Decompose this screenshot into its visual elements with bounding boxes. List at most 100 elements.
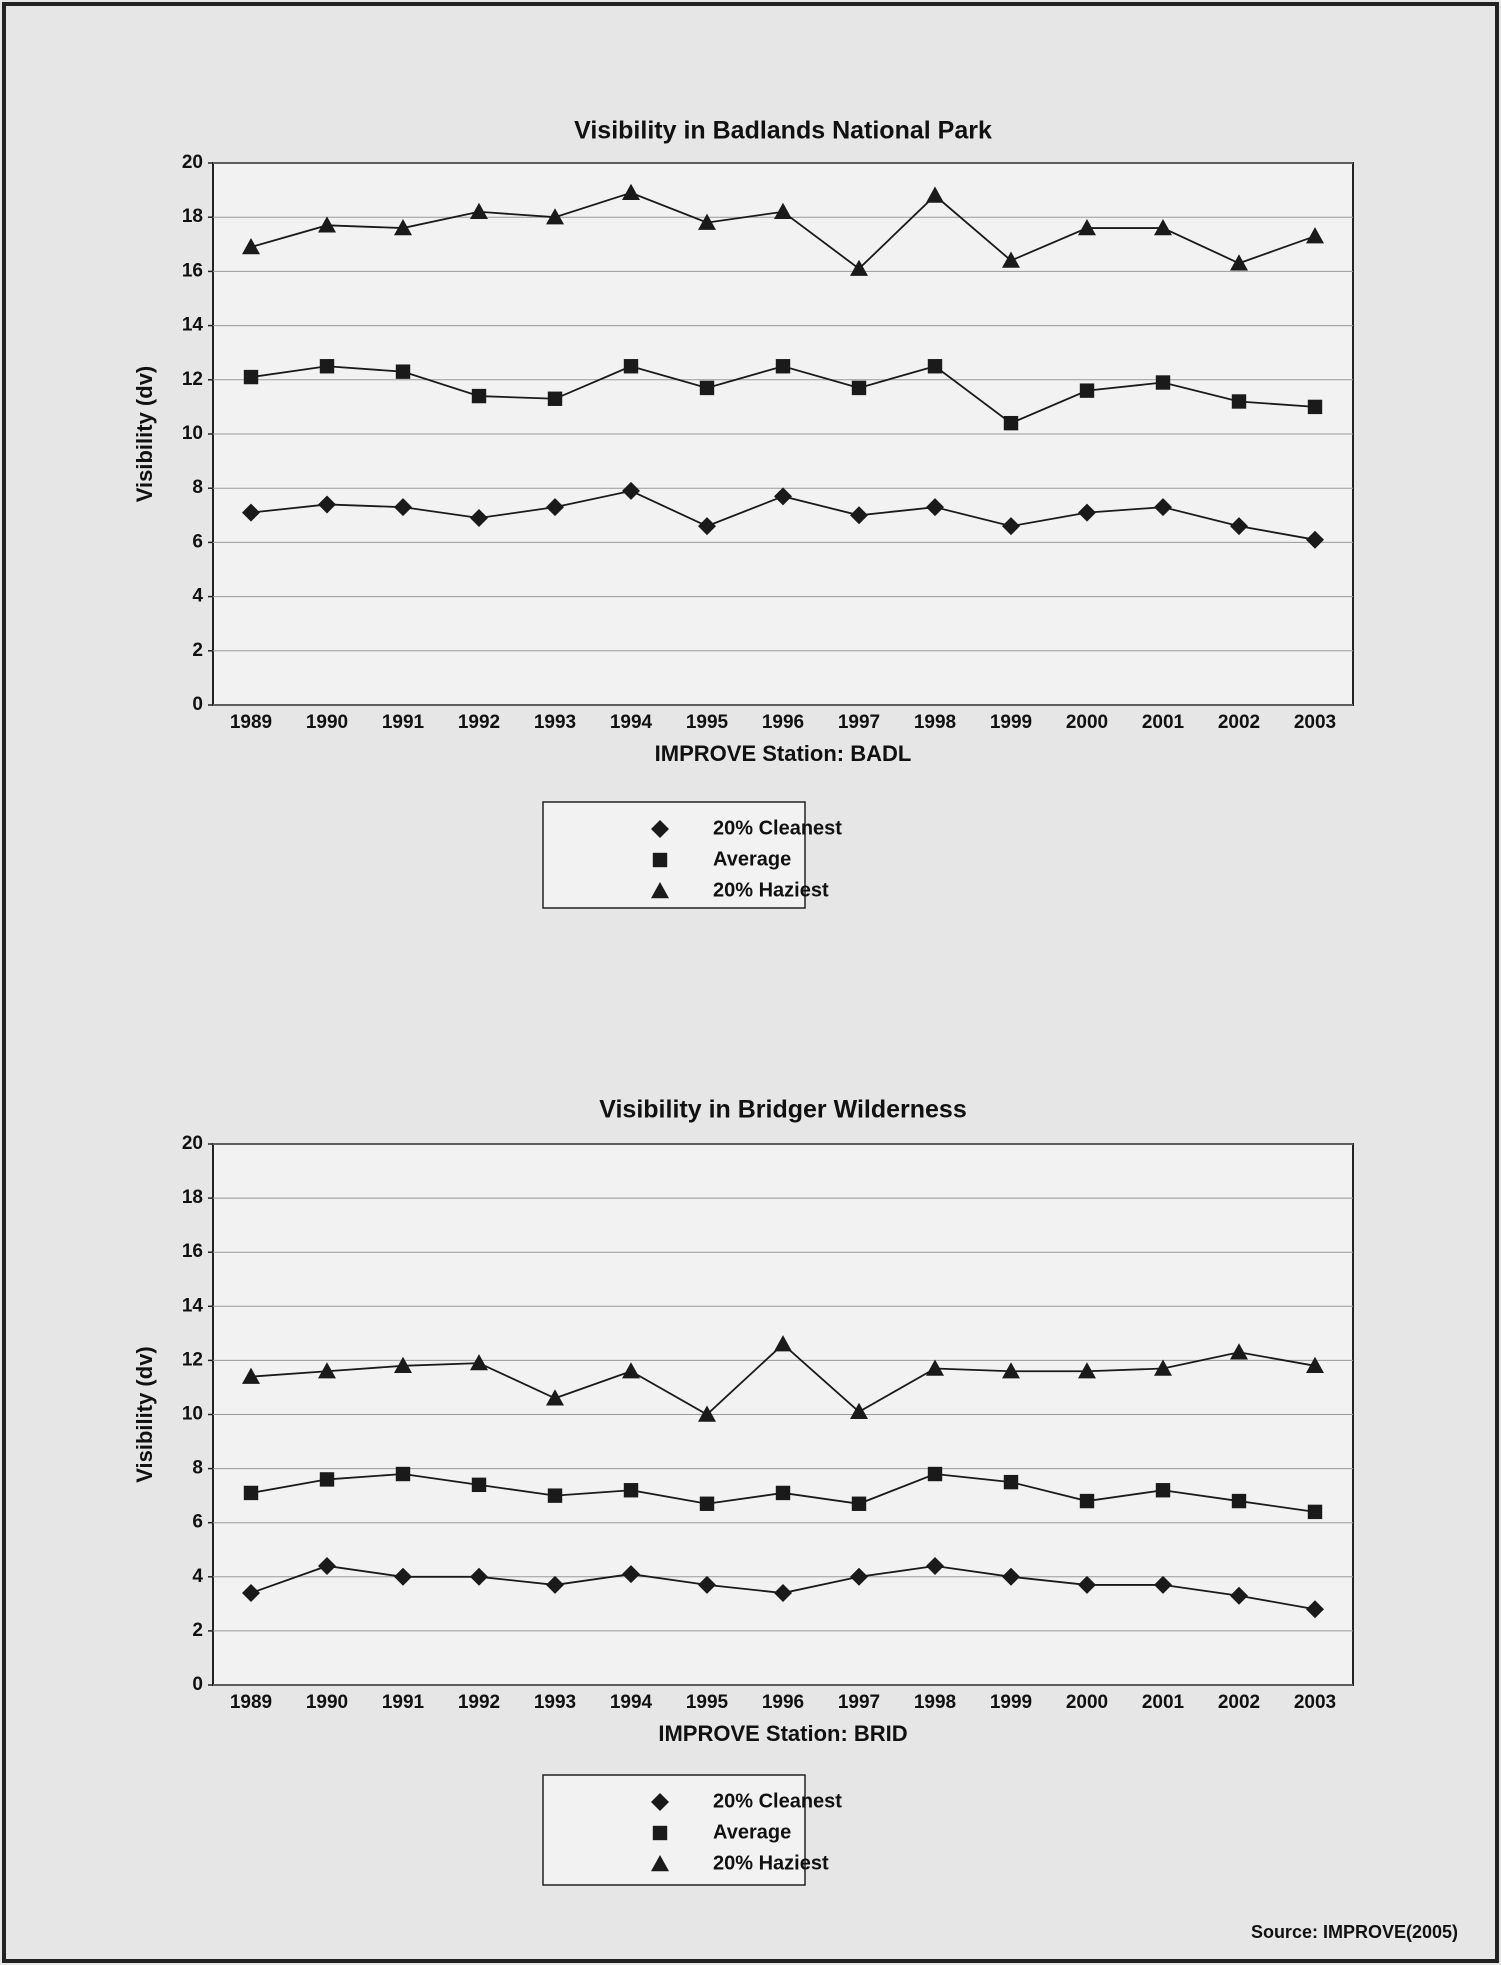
data-point <box>470 1567 488 1586</box>
x-tick-label: 2003 <box>1294 712 1336 733</box>
x-tick-label: 1997 <box>838 712 880 733</box>
data-point <box>622 1565 640 1584</box>
legend-label: 20% Haziest <box>713 879 829 901</box>
data-point <box>318 495 336 514</box>
data-point <box>546 1575 564 1594</box>
y-tick-label: 16 <box>182 1241 203 1262</box>
data-point <box>547 391 563 406</box>
data-point <box>242 1367 260 1384</box>
data-point <box>546 498 564 517</box>
y-tick-label: 6 <box>192 1512 203 1533</box>
data-point <box>774 1335 792 1352</box>
x-axis-label: IMPROVE Station: BRID <box>658 1721 907 1746</box>
data-point <box>1003 1474 1019 1490</box>
x-tick-label: 1993 <box>534 712 576 733</box>
x-tick-label: 1989 <box>230 712 272 733</box>
y-tick-label: 12 <box>182 369 203 390</box>
y-tick-label: 4 <box>192 586 203 607</box>
legend-label: 20% Cleanest <box>713 817 842 839</box>
x-tick-label: 1990 <box>306 712 348 733</box>
legend-marker <box>651 882 669 899</box>
y-tick-label: 10 <box>182 1404 203 1425</box>
data-point <box>394 1356 412 1374</box>
data-point <box>1002 251 1020 268</box>
data-point <box>850 259 868 276</box>
data-point <box>319 359 335 374</box>
legend-marker <box>652 1825 668 1841</box>
x-tick-label: 1991 <box>382 1692 425 1713</box>
data-point <box>1155 1483 1171 1498</box>
y-tick-label: 10 <box>182 423 203 444</box>
x-tick-label: 1994 <box>610 1692 653 1713</box>
y-tick-label: 2 <box>192 640 203 661</box>
y-tick-label: 8 <box>192 477 203 498</box>
data-point <box>1154 1359 1172 1376</box>
x-tick-label: 2003 <box>1294 1692 1336 1713</box>
data-point <box>622 183 640 201</box>
x-tick-label: 1995 <box>686 1692 729 1713</box>
data-point <box>470 509 488 528</box>
data-point <box>1231 394 1247 409</box>
data-point <box>927 359 943 374</box>
data-point <box>698 213 716 230</box>
data-point <box>926 186 944 203</box>
x-tick-label: 1991 <box>382 712 425 733</box>
data-point <box>395 364 411 379</box>
data-point <box>1154 1575 1172 1594</box>
data-point <box>851 1496 867 1511</box>
x-tick-label: 1990 <box>306 1692 348 1713</box>
data-point <box>243 1485 259 1501</box>
x-axis-label: IMPROVE Station: BADL <box>655 741 912 766</box>
data-point <box>698 1405 716 1422</box>
y-tick-label: 12 <box>182 1349 203 1370</box>
data-point <box>242 503 260 522</box>
data-point <box>851 380 867 396</box>
data-point <box>1307 399 1323 415</box>
data-point <box>1231 1493 1247 1509</box>
legend-label: Average <box>713 1821 791 1843</box>
data-point <box>623 359 639 374</box>
data-point <box>774 1584 792 1603</box>
data-point <box>926 498 944 517</box>
legend-marker <box>652 852 668 868</box>
data-point <box>243 369 259 385</box>
data-point <box>547 1488 563 1503</box>
data-point <box>318 1556 336 1575</box>
data-point <box>1078 1362 1096 1379</box>
data-point <box>470 1354 488 1371</box>
data-point <box>623 1483 639 1498</box>
y-tick-label: 0 <box>192 694 203 715</box>
x-tick-label: 1996 <box>762 1692 804 1713</box>
data-point <box>471 388 487 404</box>
y-tick-label: 20 <box>182 152 203 173</box>
data-point <box>698 517 716 536</box>
data-point <box>1003 415 1019 431</box>
y-tick-label: 18 <box>182 206 203 227</box>
x-tick-label: 2002 <box>1218 1692 1260 1713</box>
data-point <box>1078 503 1096 522</box>
legend-label: 20% Cleanest <box>713 1790 842 1812</box>
x-tick-label: 2000 <box>1066 1692 1108 1713</box>
x-tick-label: 1993 <box>534 1692 576 1713</box>
data-point <box>775 359 791 374</box>
data-point <box>1306 530 1324 549</box>
legend-marker <box>651 1793 669 1811</box>
legend-box <box>542 801 806 909</box>
x-tick-label: 1998 <box>914 712 956 733</box>
x-tick-label: 1992 <box>458 712 500 733</box>
data-point <box>319 1472 335 1487</box>
data-point <box>546 1389 564 1406</box>
data-point <box>927 1466 943 1482</box>
data-point <box>699 380 715 396</box>
chart-title: Visibility in Badlands National Park <box>574 117 992 145</box>
x-tick-label: 1995 <box>686 712 729 733</box>
data-point <box>1078 1575 1096 1594</box>
data-point <box>1230 254 1248 271</box>
legend-marker <box>651 1855 669 1872</box>
data-point <box>318 1362 336 1379</box>
y-tick-label: 14 <box>182 315 204 336</box>
data-point <box>1002 1567 1020 1586</box>
data-point <box>1002 517 1020 536</box>
data-point <box>926 1556 944 1575</box>
